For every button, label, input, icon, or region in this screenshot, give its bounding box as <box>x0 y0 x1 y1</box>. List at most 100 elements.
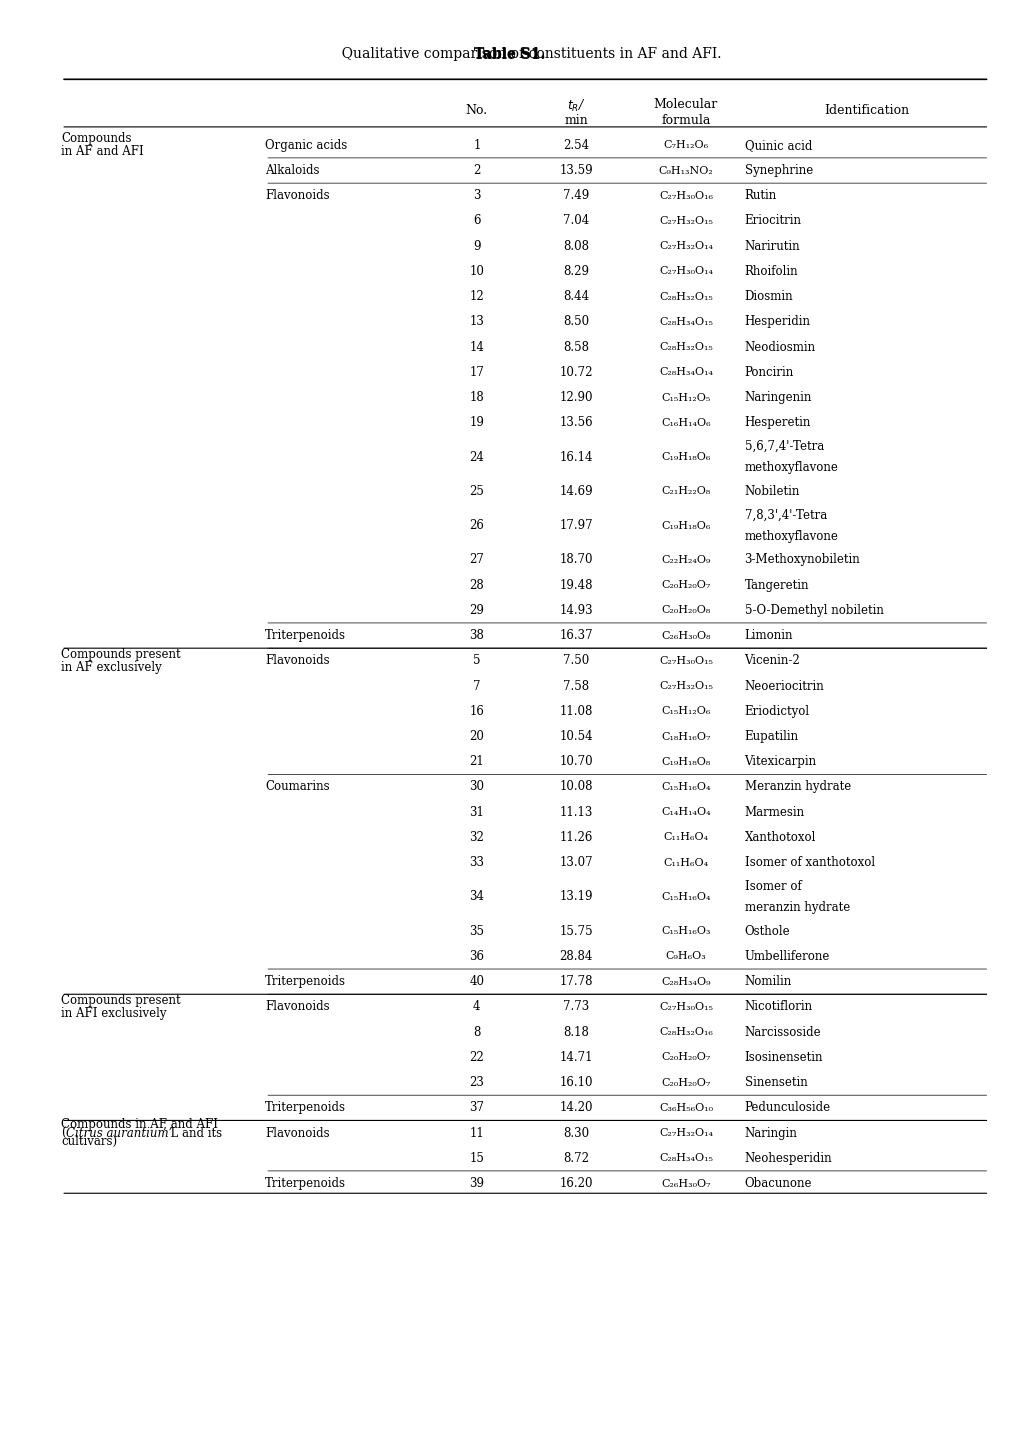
Text: C₁₈H₁₆O₇: C₁₈H₁₆O₇ <box>660 731 710 741</box>
Text: Table S1. Qualitative comparison of constituents in AF and AFI.: Table S1. Qualitative comparison of cons… <box>285 48 734 62</box>
Text: 11.26: 11.26 <box>559 831 592 844</box>
Text: Compounds: Compounds <box>61 133 131 146</box>
Text: Nobiletin: Nobiletin <box>744 485 799 497</box>
Text: 24: 24 <box>469 450 484 464</box>
Text: Hesperidin: Hesperidin <box>744 316 810 329</box>
Text: 5-O-Demethyl nobiletin: 5-O-Demethyl nobiletin <box>744 604 882 617</box>
Text: Nomilin: Nomilin <box>744 975 791 988</box>
Text: C₁₉H₁₈O₆: C₁₉H₁₈O₆ <box>660 453 710 461</box>
Text: 8.18: 8.18 <box>562 1025 589 1038</box>
Text: Quinic acid: Quinic acid <box>744 138 811 151</box>
Text: 11.13: 11.13 <box>559 806 592 819</box>
Text: 14.71: 14.71 <box>559 1051 592 1064</box>
Text: meranzin hydrate: meranzin hydrate <box>744 901 849 914</box>
Text: 15.75: 15.75 <box>559 924 592 937</box>
Text: C₉H₆O₃: C₉H₆O₃ <box>665 952 705 962</box>
Text: Synephrine: Synephrine <box>744 164 812 177</box>
Text: 7.58: 7.58 <box>562 679 589 692</box>
Text: formula: formula <box>660 114 710 127</box>
Text: 28: 28 <box>469 578 484 591</box>
Text: C₂₈H₃₄O₁₅: C₂₈H₃₄O₁₅ <box>658 1154 712 1164</box>
Text: 8.50: 8.50 <box>562 316 589 329</box>
Text: Flavonoids: Flavonoids <box>265 1001 329 1014</box>
Text: 12.90: 12.90 <box>559 391 592 404</box>
Text: No.: No. <box>466 104 487 117</box>
Text: 18: 18 <box>469 391 484 404</box>
Text: C₁₅H₁₆O₄: C₁₅H₁₆O₄ <box>660 782 710 792</box>
Text: methoxyflavone: methoxyflavone <box>744 529 838 544</box>
Text: Neoeriocitrin: Neoeriocitrin <box>744 679 823 692</box>
Text: 10.54: 10.54 <box>559 730 592 743</box>
Text: Marmesin: Marmesin <box>744 806 804 819</box>
Text: 29: 29 <box>469 604 484 617</box>
Text: 14: 14 <box>469 340 484 353</box>
Text: 13.59: 13.59 <box>559 164 592 177</box>
Text: 9: 9 <box>473 239 480 252</box>
Text: 31: 31 <box>469 806 484 819</box>
Text: Eriocitrin: Eriocitrin <box>744 215 801 228</box>
Text: 34: 34 <box>469 890 484 904</box>
Text: Xanthotoxol: Xanthotoxol <box>744 831 815 844</box>
Text: Limonin: Limonin <box>744 629 793 642</box>
Text: 10.08: 10.08 <box>559 780 592 793</box>
Text: 8.08: 8.08 <box>562 239 589 252</box>
Text: in AF exclusively: in AF exclusively <box>61 660 162 673</box>
Text: 27: 27 <box>469 554 484 567</box>
Text: Eriodictyol: Eriodictyol <box>744 705 809 718</box>
Text: 5,6,7,4'-Tetra: 5,6,7,4'-Tetra <box>744 440 823 453</box>
Text: min: min <box>564 114 588 127</box>
Text: 20: 20 <box>469 730 484 743</box>
Text: 23: 23 <box>469 1076 484 1089</box>
Text: Eupatilin: Eupatilin <box>744 730 798 743</box>
Text: 21: 21 <box>469 756 484 769</box>
Text: Compounds present: Compounds present <box>61 647 180 660</box>
Text: $t_R$/: $t_R$/ <box>567 98 585 114</box>
Text: C₃₆H₅₆O₁₀: C₃₆H₅₆O₁₀ <box>658 1103 712 1113</box>
Text: C₁₁H₆O₄: C₁₁H₆O₄ <box>662 858 708 868</box>
Text: 14.93: 14.93 <box>559 604 592 617</box>
Text: in AFI exclusively: in AFI exclusively <box>61 1007 166 1019</box>
Text: Molecular: Molecular <box>653 98 717 111</box>
Text: 32: 32 <box>469 831 484 844</box>
Text: 33: 33 <box>469 857 484 870</box>
Text: C₂₇H₃₀O₁₆: C₂₇H₃₀O₁₆ <box>658 190 712 200</box>
Text: Hesperetin: Hesperetin <box>744 417 810 430</box>
Text: 3: 3 <box>473 189 480 202</box>
Text: 16.20: 16.20 <box>559 1177 592 1190</box>
Text: Rhoifolin: Rhoifolin <box>744 265 798 278</box>
Text: 16.37: 16.37 <box>559 629 592 642</box>
Text: Diosmin: Diosmin <box>744 290 793 303</box>
Text: C₉H₁₃NO₂: C₉H₁₃NO₂ <box>658 166 712 176</box>
Text: Neodiosmin: Neodiosmin <box>744 340 815 353</box>
Text: 14.69: 14.69 <box>559 485 592 497</box>
Text: 3-Methoxynobiletin: 3-Methoxynobiletin <box>744 554 859 567</box>
Text: Flavonoids: Flavonoids <box>265 655 329 668</box>
Text: Isomer of xanthotoxol: Isomer of xanthotoxol <box>744 857 874 870</box>
Text: Compounds in AF and AFI: Compounds in AF and AFI <box>61 1118 218 1131</box>
Text: cultivars): cultivars) <box>61 1135 117 1148</box>
Text: C₂₇H₃₂O₁₅: C₂₇H₃₂O₁₅ <box>658 681 712 691</box>
Text: 1: 1 <box>473 138 480 151</box>
Text: C₂₀H₂₀O₇: C₂₀H₂₀O₇ <box>660 1053 710 1063</box>
Text: C₂₀H₂₀O₈: C₂₀H₂₀O₈ <box>660 606 710 616</box>
Text: 28.84: 28.84 <box>559 950 592 963</box>
Text: 8.58: 8.58 <box>562 340 589 353</box>
Text: in AF and AFI: in AF and AFI <box>61 146 144 159</box>
Text: C₂₈H₃₂O₁₅: C₂₈H₃₂O₁₅ <box>658 342 712 352</box>
Text: C₇H₁₂O₆: C₇H₁₂O₆ <box>662 140 708 150</box>
Text: 19: 19 <box>469 417 484 430</box>
Text: Table S1.: Table S1. <box>474 48 545 62</box>
Text: C₁₅H₁₂O₆: C₁₅H₁₂O₆ <box>660 707 710 717</box>
Text: Flavonoids: Flavonoids <box>265 189 329 202</box>
Text: Citrus aurantium’: Citrus aurantium’ <box>66 1126 172 1139</box>
Text: C₂₀H₂₀O₇: C₂₀H₂₀O₇ <box>660 580 710 590</box>
Text: C₂₇H₃₂O₁₄: C₂₇H₃₂O₁₄ <box>658 241 712 251</box>
Text: Isosinensetin: Isosinensetin <box>744 1051 822 1064</box>
Text: Tangeretin: Tangeretin <box>744 578 808 591</box>
Text: 11: 11 <box>469 1126 484 1139</box>
Text: Organic acids: Organic acids <box>265 138 347 151</box>
Text: 13.19: 13.19 <box>559 890 592 904</box>
Text: 2.54: 2.54 <box>562 138 589 151</box>
Text: 16: 16 <box>469 705 484 718</box>
Text: 19.48: 19.48 <box>559 578 592 591</box>
